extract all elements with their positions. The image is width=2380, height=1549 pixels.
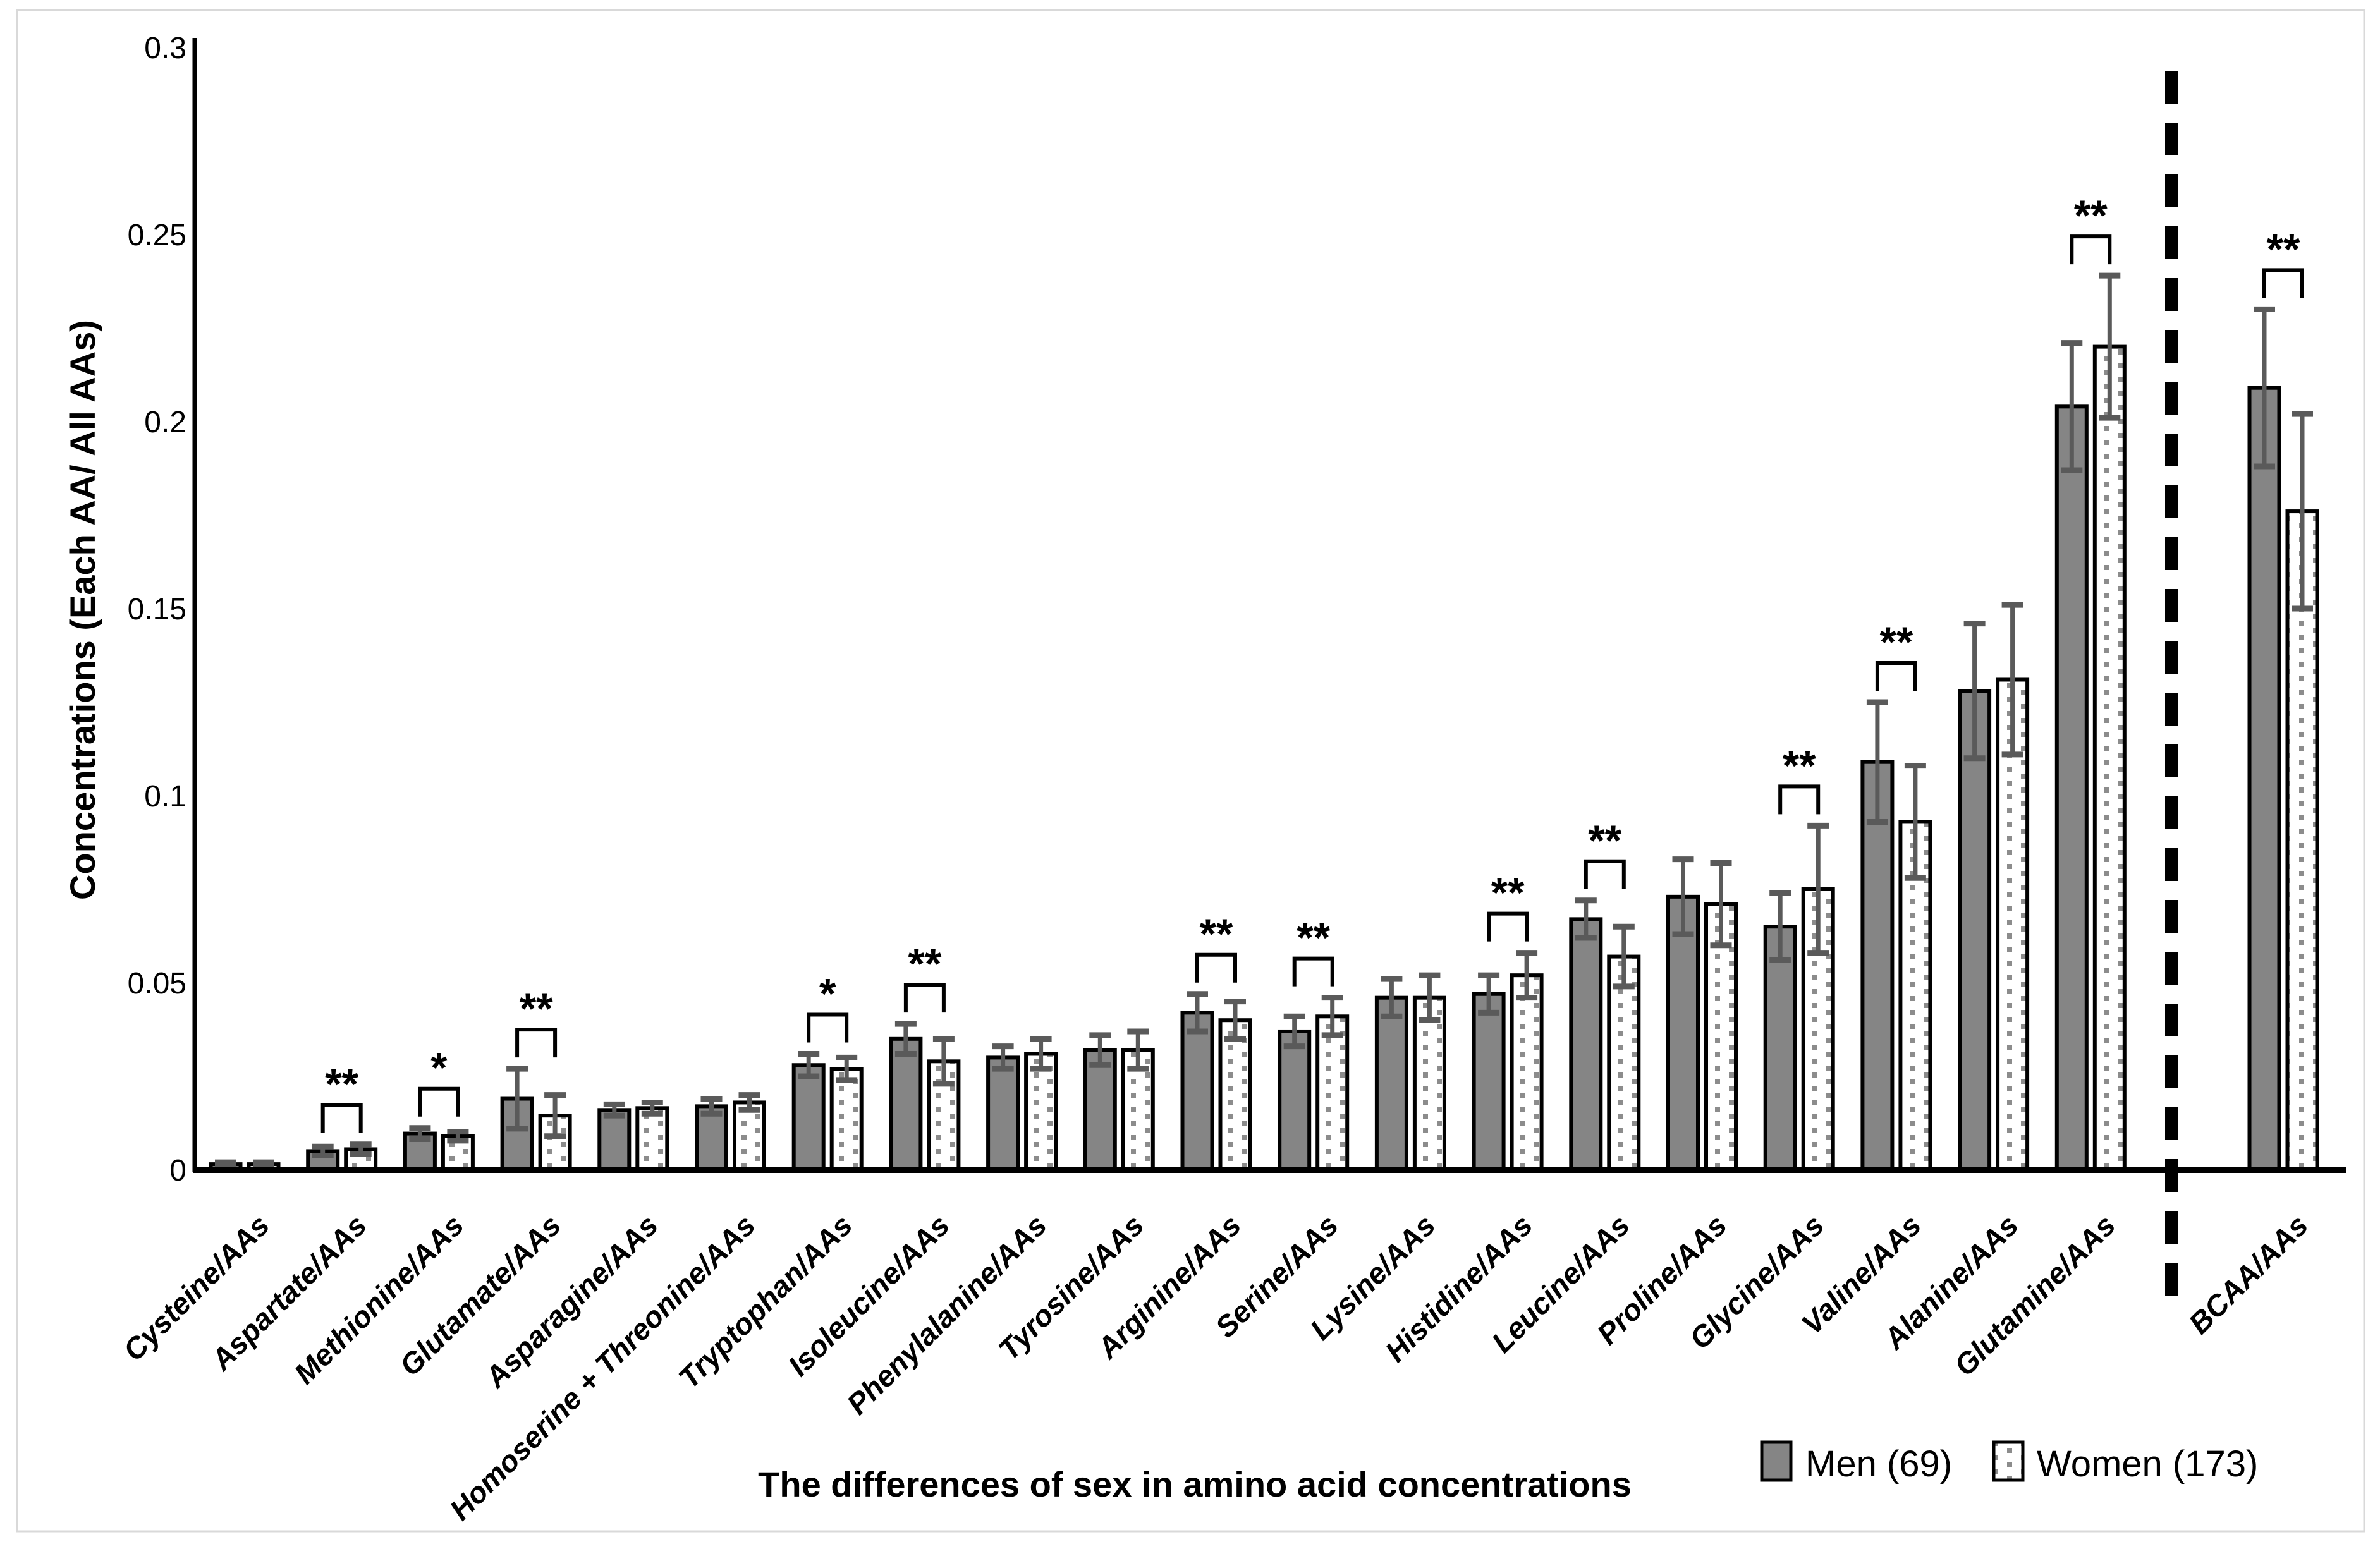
significance-marker-serine: ** [1297, 914, 1330, 962]
y-tick-label: 0 [169, 1154, 186, 1188]
plot-area: 00.050.10.150.20.250.3Cysteine/AAs**Aspa… [116, 32, 2346, 1526]
significance-marker-valine: ** [1879, 618, 1913, 666]
category-label-isoleucine: Isoleucine/AAs [781, 1208, 956, 1383]
figure-border [16, 9, 2365, 1533]
bar-men-leucine [1569, 917, 1603, 1172]
bar-men-isoleucine [889, 1036, 923, 1172]
legend-swatch-women [1992, 1440, 2025, 1482]
x-axis-title: The differences of sex in amino acid con… [758, 1464, 1632, 1504]
y-axis-title: Concentrations (Each AA/ All AAs) [63, 320, 102, 900]
bar-men-lysine [1374, 995, 1408, 1172]
bar-women-tryptophan [829, 1067, 864, 1172]
significance-bracket-glutamine [2070, 234, 2112, 265]
legend-label-women: Women (173) [2037, 1443, 2258, 1485]
significance-marker-glutamine: ** [2074, 191, 2108, 240]
significance-bracket-methionine [418, 1086, 460, 1117]
significance-bracket-arginine [1195, 952, 1237, 983]
category-label-bcaa: BCAA/AAs [2182, 1208, 2314, 1340]
y-tick-label: 0.15 [128, 593, 186, 626]
category-label-tryptophan: Tryptophan/AAs [672, 1208, 858, 1395]
y-tick-label: 0.05 [128, 967, 186, 1000]
significance-bracket-isoleucine [903, 983, 946, 1013]
bar-men-glutamine [2054, 404, 2089, 1172]
significance-marker-tryptophan: * [819, 969, 836, 1017]
significance-marker-glutamate: ** [520, 985, 553, 1033]
bar-women-histidine [1510, 973, 1544, 1172]
bar-women-homoserine-threonine [733, 1100, 766, 1172]
bar-men-histidine [1472, 992, 1506, 1172]
significance-marker-glycine: ** [1783, 741, 1816, 789]
significance-bracket-valine [1875, 661, 1917, 691]
significance-marker-aspartate: ** [325, 1060, 358, 1109]
bar-men-arginine [1180, 1011, 1214, 1172]
category-label-methionine: Methionine/AAs [288, 1208, 470, 1391]
significance-marker-arginine: ** [1200, 910, 1233, 958]
significance-bracket-histidine [1487, 911, 1529, 942]
legend-swatch-men [1760, 1440, 1793, 1482]
bar-men-valine [1860, 760, 1895, 1172]
category-label-asparagine: Asparagine/AAs [478, 1208, 664, 1395]
y-tick-label: 0.25 [128, 219, 186, 252]
y-tick-label: 0.1 [144, 780, 186, 813]
legend-label-men: Men (69) [1805, 1443, 1952, 1485]
bar-men-bcaa [2247, 386, 2281, 1172]
significance-bracket-aspartate [320, 1103, 363, 1133]
significance-bracket-tryptophan [807, 1012, 849, 1043]
bar-men-glycine [1763, 925, 1797, 1172]
significance-marker-methionine: * [430, 1044, 448, 1092]
bar-men-tryptophan [791, 1063, 826, 1172]
bar-women-serine [1315, 1014, 1350, 1172]
significance-bracket-glycine [1778, 784, 1821, 815]
category-label-glutamine: Glutamine/AAs [1948, 1208, 2122, 1383]
category-label-glutamate: Glutamate/AAs [393, 1208, 567, 1383]
bar-women-bcaa [2285, 509, 2319, 1172]
bar-men-proline [1666, 894, 1700, 1172]
significance-marker-leucine: ** [1588, 817, 1621, 865]
significance-marker-bcaa: ** [2267, 225, 2300, 273]
significance-bracket-leucine [1584, 859, 1626, 889]
significance-marker-isoleucine: ** [908, 940, 941, 988]
bar-men-phenylalanine [986, 1055, 1020, 1172]
significance-bracket-serine [1292, 956, 1334, 987]
significance-bracket-glutamate [515, 1028, 558, 1058]
bar-men-asparagine [597, 1108, 632, 1172]
bar-women-arginine [1218, 1018, 1252, 1172]
bar-women-asparagine [635, 1106, 669, 1172]
bar-men-homoserine-threonine [695, 1104, 728, 1172]
bar-men-tyrosine [1083, 1048, 1117, 1172]
y-tick-label: 0.2 [144, 406, 186, 439]
significance-bracket-bcaa [2262, 268, 2304, 298]
bar-women-lysine [1412, 995, 1446, 1172]
bar-men-serine [1278, 1029, 1312, 1172]
legend: Men (69) Women (173) [1760, 1440, 2258, 1485]
bar-men-alanine [1958, 689, 1992, 1172]
bar-women-glutamine [2092, 344, 2127, 1172]
significance-marker-histidine: ** [1491, 869, 1525, 917]
y-tick-label: 0.3 [144, 32, 186, 65]
